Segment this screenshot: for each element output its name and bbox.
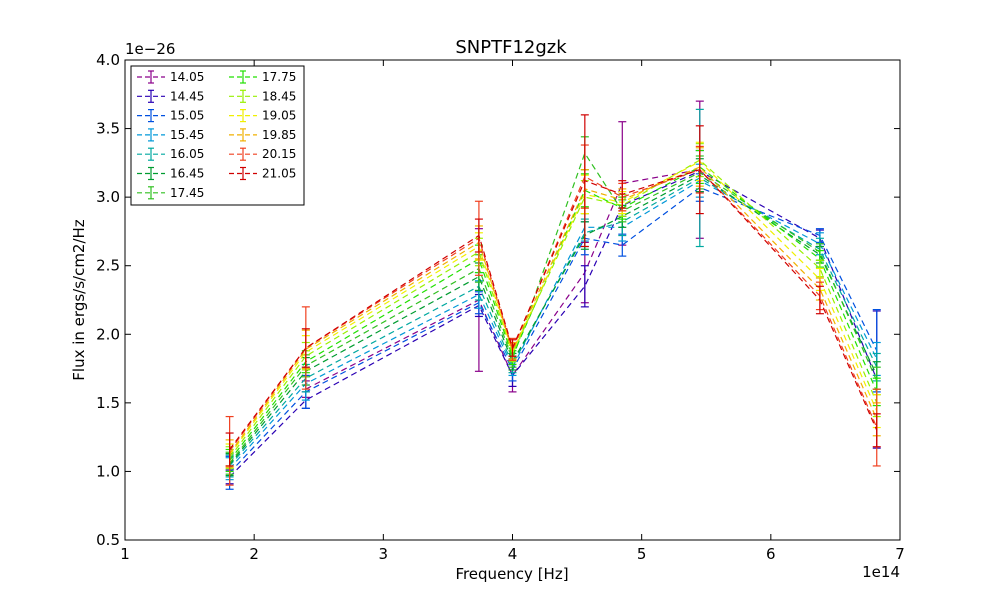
x-tick-label: 4 [508, 545, 518, 563]
y-tick-label: 1.5 [96, 394, 120, 412]
legend-item: 17.75 [229, 70, 296, 84]
legend-label: 19.85 [262, 128, 296, 142]
series-line [305, 169, 700, 390]
legend-box [130, 65, 305, 206]
legend-item: 14.05 [137, 70, 204, 84]
legend-label: 19.05 [262, 109, 296, 123]
legend-item: 19.85 [229, 128, 296, 142]
series-21.05 [225, 114, 881, 467]
x-axis: 1 2 3 4 5 6 7 [120, 60, 905, 563]
x-tick-label: 7 [895, 545, 905, 563]
y-tick-label: 3.0 [96, 188, 120, 206]
x-tick-label: 1 [120, 545, 130, 563]
y-tick-label: 4.0 [96, 51, 120, 69]
chart-title: SNPTF12gzk [455, 37, 567, 58]
y-tick-label: 3.5 [96, 120, 120, 138]
legend-item: 16.45 [137, 167, 204, 181]
y-axis: 0.5 1.0 1.5 2.0 2.5 3.0 3.5 4.0 [96, 51, 900, 549]
plot-area [225, 100, 881, 490]
legend-label: 21.05 [262, 167, 296, 181]
legend-label: 18.45 [262, 89, 296, 103]
legend-label: 16.45 [170, 167, 204, 181]
legend-label: 15.05 [170, 109, 204, 123]
y-tick-label: 0.5 [96, 531, 120, 549]
y-axis-label: Flux in ergs/s/cm2/Hz [70, 219, 88, 381]
x-axis-label: Frequency [Hz] [455, 565, 568, 583]
legend: 14.05 14.45 15.05 15.45 16.05 16.45 17.45 17.75… [130, 65, 305, 206]
legend-item: 19.05 [229, 109, 296, 123]
y-offset-label: 1e−26 [125, 40, 175, 58]
x-tick-label: 6 [766, 545, 776, 563]
legend-label: 14.05 [170, 70, 204, 84]
legend-item: 16.05 [137, 147, 204, 161]
legend-item: 18.45 [229, 89, 296, 103]
legend-label: 17.75 [262, 70, 296, 84]
legend-item: 20.15 [229, 147, 296, 161]
legend-label: 17.45 [170, 186, 204, 200]
y-tick-label: 2.0 [96, 325, 120, 343]
series-line [229, 159, 878, 459]
legend-label: 20.15 [262, 147, 296, 161]
legend-item: 15.45 [137, 128, 204, 142]
legend-label: 15.45 [170, 128, 204, 142]
x-offset-label: 1e14 [862, 563, 900, 581]
series-line [229, 180, 878, 470]
y-tick-label: 1.0 [96, 462, 120, 480]
legend-item: 17.45 [137, 186, 204, 200]
legend-item: 15.05 [137, 109, 204, 123]
series-line [229, 170, 878, 478]
x-tick-label: 2 [249, 545, 259, 563]
x-tick-label: 5 [637, 545, 647, 563]
legend-label: 14.45 [170, 89, 204, 103]
legend-label: 16.05 [170, 147, 204, 161]
series-line [229, 177, 878, 467]
legend-item: 14.45 [137, 89, 204, 103]
x-tick-label: 3 [379, 545, 389, 563]
y-tick-label: 2.5 [96, 257, 120, 275]
legend-item: 21.05 [229, 167, 296, 181]
